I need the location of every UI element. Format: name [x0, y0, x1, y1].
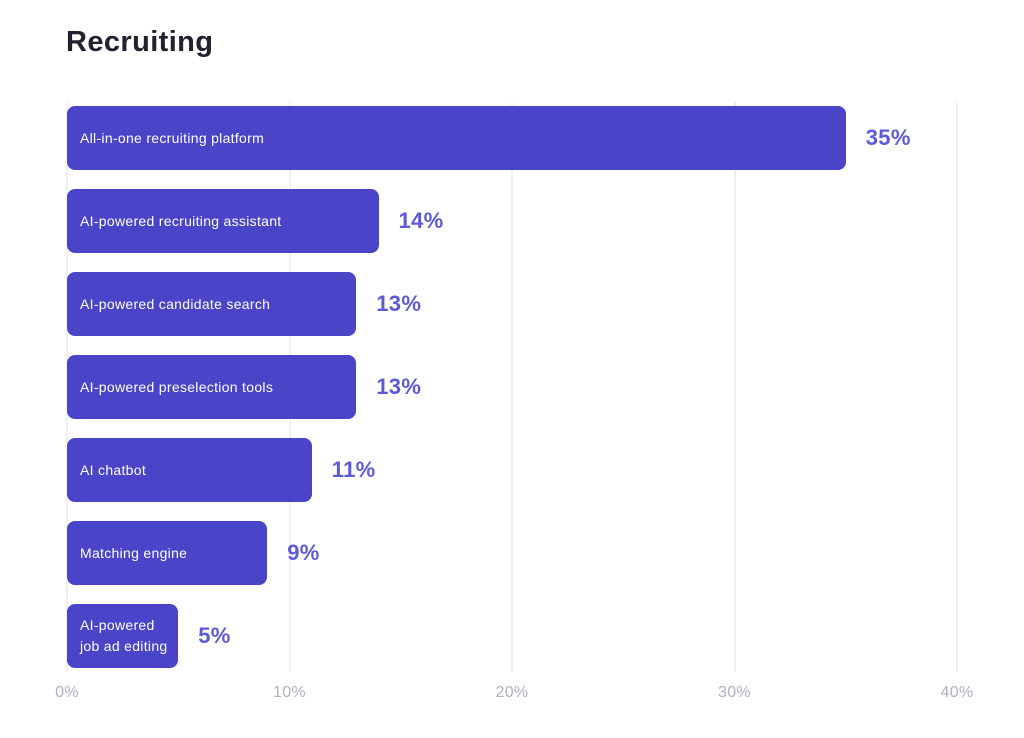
x-axis-tick-label: 30%: [718, 684, 751, 701]
chart-title: Recruiting: [66, 26, 214, 58]
bar: AI-powered preselection tools: [67, 355, 357, 419]
bar-value-label: 13%: [376, 374, 422, 399]
bar: AI chatbot: [67, 438, 312, 502]
bar: AI-powered job ad editing: [67, 604, 179, 668]
bar-row: All-in-one recruiting platform 35%: [67, 106, 957, 170]
bar-category-label: AI-powered recruiting assistant: [80, 212, 282, 229]
x-axis-tick-label: 0%: [55, 684, 79, 701]
bar-row: Matching engine 9%: [67, 521, 957, 585]
bar-row: AI-powered job ad editing 5%: [67, 604, 957, 668]
gridline: [733, 102, 736, 672]
bar-category-label: AI-powered candidate search: [80, 295, 271, 312]
bar: Matching engine: [67, 521, 268, 585]
plot-area: All-in-one recruiting platform 35% AI-powe…: [66, 102, 958, 672]
x-axis: 0% 10% 20% 30% 40%: [55, 684, 973, 706]
bar-value-label: 14%: [398, 208, 444, 233]
bar: All-in-one recruiting platform: [67, 106, 846, 170]
bar-category-label: AI-powered job ad editing: [80, 617, 168, 654]
gridline: [956, 102, 958, 672]
bar-category-label: Matching engine: [80, 544, 188, 561]
x-axis-tick-label: 20%: [495, 684, 529, 701]
x-axis-tick-label: 10%: [273, 684, 306, 701]
bar-category-label: AI-powered preselection tools: [80, 378, 274, 395]
gridline: [511, 102, 513, 672]
bar-row: AI-powered candidate search 13%: [67, 272, 957, 336]
bar-category-label: AI chatbot: [80, 461, 147, 478]
bar-value-label: 9%: [287, 540, 320, 565]
bar-value-label: 13%: [376, 291, 422, 316]
x-axis-tick-label: 40%: [940, 684, 974, 701]
bar: AI-powered candidate search: [67, 272, 357, 336]
bar-row: AI-powered recruiting assistant 14%: [67, 189, 957, 253]
bar: AI-powered recruiting assistant: [67, 189, 379, 253]
bar-row: AI chatbot 11%: [67, 438, 957, 502]
bar-value-label: 5%: [198, 623, 231, 648]
bar-row: AI-powered preselection tools 13%: [67, 355, 957, 419]
bar-category-label: All-in-one recruiting platform: [80, 129, 265, 146]
bar-value-label: 35%: [865, 125, 911, 150]
bar-value-label: 11%: [331, 457, 376, 482]
